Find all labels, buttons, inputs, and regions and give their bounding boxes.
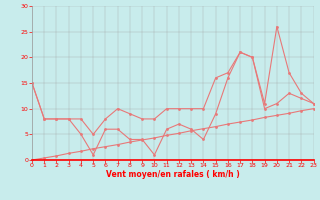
X-axis label: Vent moyen/en rafales ( km/h ): Vent moyen/en rafales ( km/h ): [106, 170, 240, 179]
